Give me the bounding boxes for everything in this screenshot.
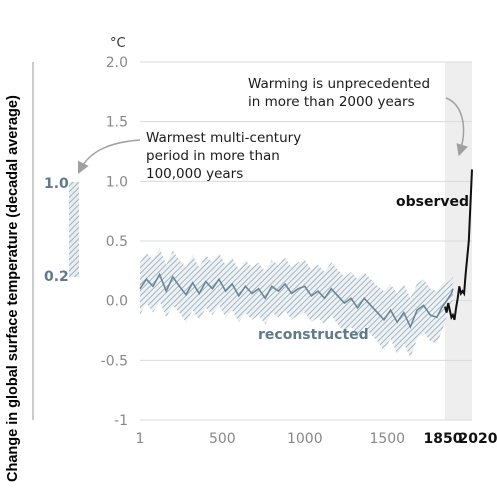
- reconstructed-uncertainty-band: [140, 248, 453, 358]
- warmest-annotation: Warmest multi-century period in more tha…: [146, 130, 306, 182]
- inset-label-bottom: 0.2: [44, 269, 69, 285]
- warmest-annotation-line-3: 100,000 years: [146, 166, 243, 182]
- x-tick-label: 1850: [424, 431, 463, 447]
- y-tick-label: 2.0: [106, 55, 128, 71]
- warmest-period-range-bar: [69, 182, 79, 277]
- reconstructed-line: [139, 272, 454, 329]
- warmest-arrow: [77, 139, 141, 175]
- y-tick-label: 1.0: [106, 174, 128, 190]
- x-tick-label: 1000: [287, 431, 323, 447]
- observed-line: [444, 169, 473, 321]
- y-axis-label: Change in global surface temperature (de…: [5, 95, 21, 482]
- warmest-annotation-line-1: Warmest multi-century: [146, 130, 301, 146]
- y-tick-label: 1.5: [106, 115, 128, 131]
- series-label-reconstructed: reconstructed: [258, 327, 369, 343]
- y-tick-label: -0.5: [101, 353, 128, 369]
- y-tick-label: 0.5: [106, 234, 128, 250]
- x-tick-label: 500: [209, 431, 236, 447]
- x-tick-label: 1: [136, 431, 145, 447]
- series-label-observed: observed: [396, 194, 469, 210]
- warmest-annotation-line-2: period in more than: [146, 148, 280, 164]
- warming-annotation-line-1: Warming is unprecedented: [248, 76, 430, 92]
- x-tick-label: 2020: [459, 431, 497, 447]
- y-tick-label: -1: [114, 413, 128, 429]
- warming-annotation-line-2: in more than 2000 years: [248, 94, 415, 110]
- unit-label: °C: [110, 36, 126, 51]
- warming-arrow: [445, 97, 468, 157]
- y-tick-label: 0.0: [106, 294, 128, 310]
- inset-label-top: 1.0: [44, 176, 69, 192]
- warming-annotation: Warming is unprecedented in more than 20…: [248, 76, 434, 110]
- x-tick-label: 1500: [369, 431, 405, 447]
